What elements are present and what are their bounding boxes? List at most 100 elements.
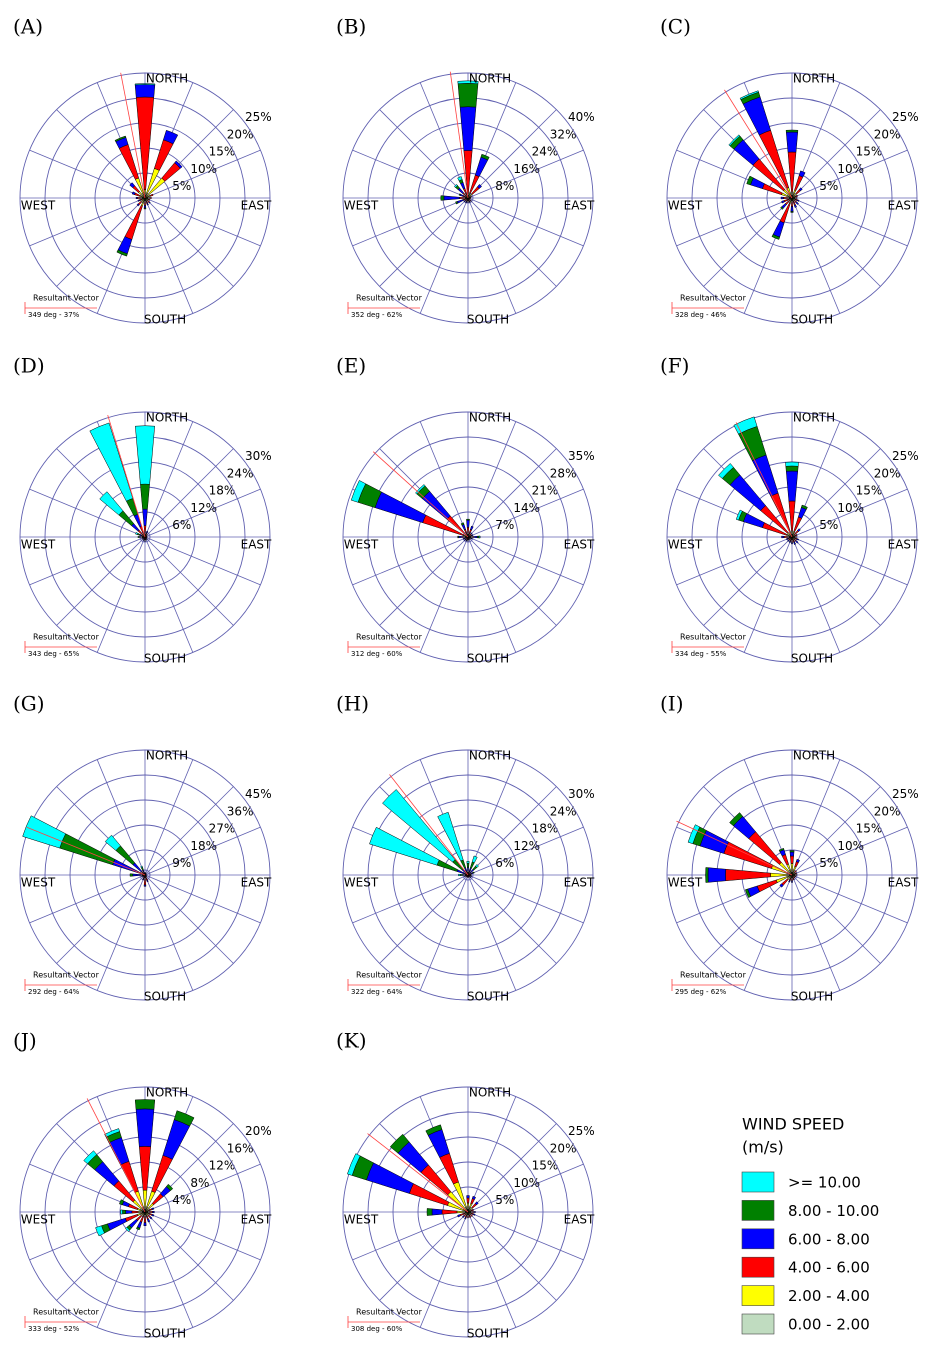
petal-segment (107, 1217, 128, 1231)
ring-label: 15% (856, 822, 883, 836)
resultant-title: Resultant Vector (680, 971, 747, 980)
legend-swatch (741, 1256, 775, 1278)
petal-segment (794, 194, 799, 198)
petal-segment (729, 474, 766, 511)
spoke (419, 421, 469, 538)
petal-segment (461, 1215, 465, 1219)
spoke (467, 536, 584, 586)
petal-segment (792, 876, 795, 881)
direction-label: NORTH (146, 411, 188, 425)
petal-segment (426, 1208, 433, 1216)
petal-segment (467, 201, 469, 203)
petal-segment (785, 131, 799, 153)
grid-ring (119, 849, 171, 901)
petal-segment (471, 1211, 475, 1213)
spoke (467, 1211, 584, 1261)
petal-segment (469, 198, 471, 200)
petal-segment (785, 470, 799, 502)
petal-segment (791, 539, 793, 543)
petal-segment (781, 535, 785, 539)
petal-segment (134, 84, 156, 98)
grid-ring (666, 72, 918, 324)
direction-label: NORTH (146, 72, 188, 86)
resultant-vector (120, 72, 146, 199)
petal-segment (779, 883, 784, 888)
petal-segment (467, 1215, 469, 1219)
petal-segment (389, 1133, 410, 1154)
petal-segment (151, 1207, 155, 1211)
resultant-vector (724, 89, 793, 199)
ring-label: 28% (550, 466, 577, 480)
petal-segment (480, 153, 490, 161)
spoke (379, 874, 469, 964)
petal-segment (707, 867, 727, 883)
petal-segment (471, 855, 478, 864)
ring-label: 5% (172, 179, 191, 193)
spoke (467, 1211, 517, 1328)
direction-label: SOUTH (791, 652, 833, 666)
resultant-title: Resultant Vector (356, 294, 423, 303)
spoke (419, 1211, 469, 1328)
resultant-value: 333 deg - 52% (28, 1325, 80, 1333)
petal-segment (460, 874, 463, 876)
petal-segment (458, 873, 461, 877)
spoke (467, 1123, 557, 1213)
petal-segment (473, 535, 478, 539)
petal-segment (469, 1213, 473, 1217)
direction-label: NORTH (793, 411, 835, 425)
grid-ring (342, 1086, 594, 1338)
petal-segment (781, 854, 789, 866)
ring-label: 24% (532, 145, 559, 159)
petal-segment (469, 538, 471, 540)
ring-label: 4% (172, 1193, 191, 1207)
petal-segment (143, 525, 147, 535)
panel-label: (I) (660, 692, 684, 716)
petal-segment (470, 537, 473, 540)
direction-label: EAST (564, 876, 595, 890)
petal-segment (466, 860, 470, 864)
petal-segment (795, 540, 799, 544)
spoke (144, 826, 261, 876)
petal-segment (462, 874, 465, 876)
legend-swatch (741, 1285, 775, 1306)
spoke (467, 149, 584, 199)
petal-segment (134, 192, 141, 197)
petal-segment (467, 867, 469, 872)
petal-segment (467, 539, 469, 542)
petal-segment (145, 530, 149, 534)
spoke (743, 536, 793, 653)
spoke (467, 197, 584, 247)
ring-label: 15% (856, 145, 883, 159)
petal-segment (145, 873, 147, 875)
petal-segment (751, 454, 779, 497)
petal-segment (793, 541, 797, 545)
spoke (352, 197, 469, 247)
petal-segment (142, 508, 148, 527)
petal-segment (795, 197, 798, 199)
petal-segment (145, 538, 147, 541)
spoke (703, 874, 793, 964)
spoke (743, 874, 793, 991)
petal-segment (144, 1212, 146, 1217)
petal-segment (778, 847, 785, 852)
petal-segment (142, 878, 145, 881)
resultant-vector (26, 826, 146, 876)
spoke (96, 874, 146, 991)
petal-segment (145, 874, 147, 877)
ring-label: 30% (245, 449, 272, 463)
petal-segment (457, 535, 460, 539)
petal-segment (151, 1213, 155, 1217)
petal-segment (382, 789, 456, 863)
spoke (29, 149, 146, 199)
petal-segment (718, 463, 734, 479)
legend-swatch (741, 1200, 775, 1221)
petal-segment (471, 534, 474, 537)
direction-label: EAST (241, 538, 272, 552)
petal-segment (146, 538, 148, 540)
grid-ring (417, 486, 519, 588)
petal-segment (146, 202, 149, 206)
petal-segment (798, 187, 803, 192)
petal-segment (787, 151, 797, 193)
petal-segment (460, 522, 465, 526)
spoke (467, 536, 557, 626)
